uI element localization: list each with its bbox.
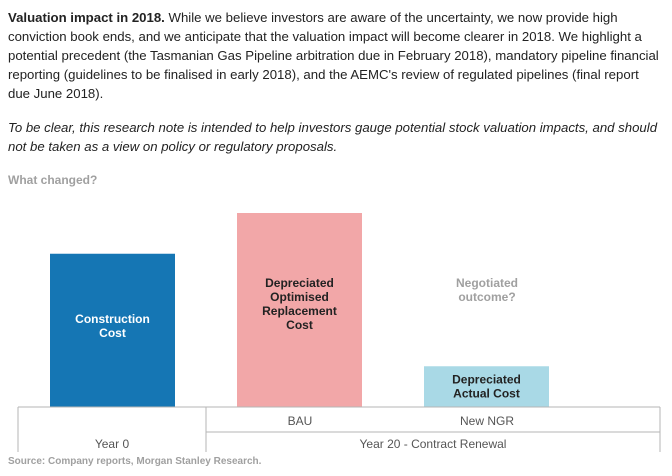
group-label-year-20: Year 20 - Contract Renewal bbox=[360, 437, 507, 451]
bar-label: Cost bbox=[286, 318, 313, 332]
intro-body: While we believe investors are aware of … bbox=[8, 10, 659, 101]
bar-dorc bbox=[237, 213, 362, 407]
group-label-year-0: Year 0 bbox=[95, 437, 130, 451]
intro-paragraph: Valuation impact in 2018. While we belie… bbox=[8, 8, 664, 103]
category-label: New NGR bbox=[460, 414, 514, 428]
bar-label: Depreciated bbox=[452, 373, 521, 387]
bar-label: Optimised bbox=[270, 290, 329, 304]
annotation-label: outcome? bbox=[458, 290, 515, 304]
disclaimer-paragraph: To be clear, this research note is inten… bbox=[8, 120, 658, 154]
bar-label: Construction bbox=[75, 312, 150, 326]
bar-construction-cost bbox=[50, 253, 175, 407]
annotation-label: Negotiated bbox=[456, 276, 518, 290]
bar-label: Replacement bbox=[262, 304, 337, 318]
bar-label: Depreciated bbox=[265, 276, 334, 290]
bar-depreciated-actual-cost bbox=[424, 366, 549, 407]
source-note: Source: Company reports, Morgan Stanley … bbox=[8, 456, 262, 467]
intro-lead: Valuation impact in 2018. bbox=[8, 10, 165, 25]
category-label: BAU bbox=[288, 414, 313, 428]
section-label: What changed? bbox=[8, 173, 98, 187]
bar-label: Cost bbox=[99, 326, 126, 340]
bar-label: Actual Cost bbox=[453, 387, 520, 401]
